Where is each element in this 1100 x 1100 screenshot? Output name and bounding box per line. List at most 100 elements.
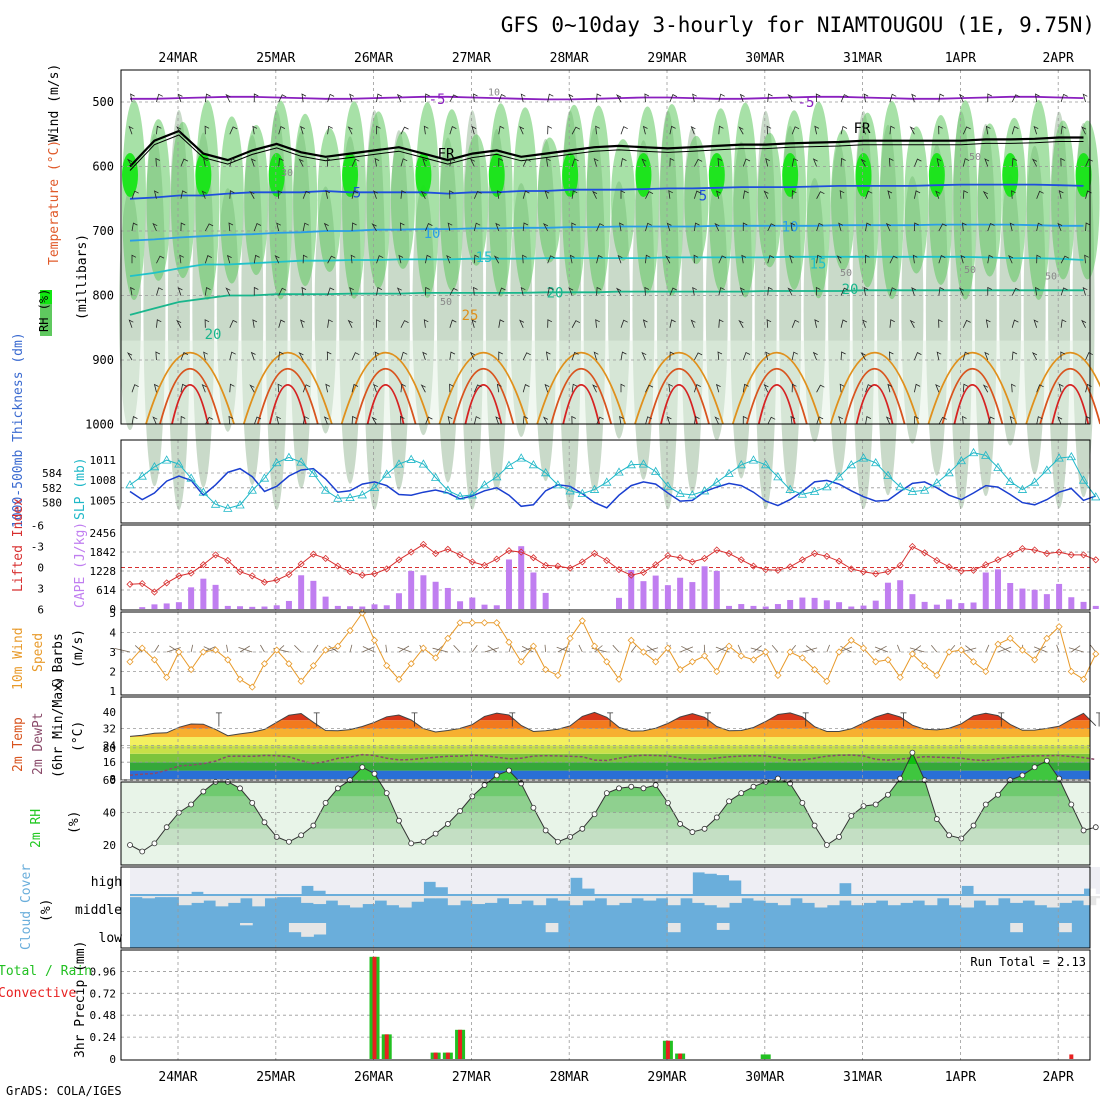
- cloud-mid-gap: [814, 896, 828, 908]
- thickness-tick-label: 582: [42, 482, 62, 495]
- slp-marker: [944, 468, 954, 477]
- wind-barb: [1011, 157, 1018, 167]
- slp-marker: [577, 488, 588, 497]
- rh2m-marker: [860, 803, 867, 810]
- lifted-index-cape-panel: -6 -3 0 3 6 2456 1842 1228 614 0: [31, 520, 1100, 617]
- cape-bar: [909, 594, 916, 609]
- thickness-tick-label: 580: [42, 497, 62, 510]
- upper-air-panel: 500 600 700 800 900 1000 -5 -5 FR FR 5 5 10 10 15 15 20 2…: [37, 69, 1100, 510]
- isotherm-freezing: [129, 129, 1084, 168]
- rh-blob-moist: [146, 119, 171, 281]
- slp-marker: [369, 482, 380, 491]
- run-total-label: Run Total = 2.13: [970, 955, 1086, 969]
- wind-barb: [449, 319, 457, 328]
- temp-band: [130, 745, 1090, 754]
- wind-barb: [569, 254, 575, 264]
- slp-marker: [858, 453, 869, 462]
- wind-barb: [301, 93, 307, 103]
- wind-barb: [645, 191, 654, 199]
- cloud-high-gap: [288, 867, 302, 894]
- warm-isotherm-30: [452, 367, 515, 425]
- cloud-mid-gap: [264, 896, 278, 899]
- rh-blob-moist: [415, 102, 440, 298]
- rh-blob-saturated: [488, 153, 505, 197]
- cloud-mid-gap: [631, 896, 644, 899]
- rh2m-marker: [493, 772, 500, 779]
- rh-blob-moist: [611, 139, 635, 261]
- rh2m-marker: [750, 783, 757, 790]
- cloud-mid-gap: [570, 896, 583, 906]
- rh2m-marker: [872, 801, 879, 808]
- wind-barb: [469, 158, 475, 167]
- wind-speed-marker: [505, 638, 513, 646]
- wind-tick-label: 2: [109, 666, 116, 679]
- chart-title: GFS 0~10day 3-hourly for NIAMTOUGOU (1E,…: [501, 13, 1095, 37]
- wind-barb: [885, 416, 891, 425]
- slp-marker: [235, 500, 245, 509]
- cloud-high-gap: [606, 867, 620, 894]
- wind-barb: [495, 416, 501, 425]
- slp-marker: [1005, 476, 1015, 485]
- wind-barb: [420, 384, 426, 393]
- rh2m-marker: [530, 804, 537, 811]
- wind-barb: [400, 126, 409, 135]
- wind-barb: [156, 93, 163, 103]
- wind-speed-marker: [150, 656, 159, 664]
- wind-barb: [177, 93, 183, 103]
- wind-barb: [347, 319, 353, 328]
- wind-barb: [302, 190, 311, 199]
- pressure-tick-label: 700: [92, 224, 114, 238]
- cloud-left-margin: [121, 867, 130, 948]
- wind-barb: [1085, 352, 1093, 361]
- wind-barb: [351, 352, 360, 361]
- lifted-index-marker: [480, 561, 489, 569]
- cape-bar: [738, 604, 745, 609]
- wind-barb: [742, 158, 751, 167]
- cloud-low-gap: [240, 923, 253, 926]
- wind-speed-marker: [737, 652, 745, 660]
- wind-barb: [962, 383, 969, 393]
- wind-speed-marker: [1055, 623, 1063, 631]
- wind-speed-marker: [126, 658, 134, 666]
- panel-frame: [120, 524, 1091, 611]
- pressure-tick-label: 900: [92, 353, 114, 367]
- wind-barb-10m: [397, 646, 412, 653]
- wind-barb: [763, 384, 769, 393]
- wind-barb: [547, 319, 553, 328]
- wind-barb: [839, 383, 845, 393]
- rh2m-marker: [603, 790, 610, 797]
- slp-marker: [968, 447, 979, 457]
- wind-barb: [767, 93, 773, 103]
- wind-barb: [399, 222, 405, 232]
- wind-barb: [1011, 190, 1016, 199]
- warm-isotherm-35: [1051, 384, 1090, 425]
- wind-barb-10m: [840, 645, 852, 653]
- rh-blob-moist: [390, 131, 415, 269]
- cloud-high-gap: [178, 867, 192, 894]
- ylabel-wind-b: Speed: [31, 633, 46, 672]
- lifted-index-marker: [456, 551, 464, 559]
- slp-marker: [761, 459, 771, 469]
- cloud-mid-gap: [704, 896, 718, 906]
- cape-bar: [982, 572, 989, 609]
- wind-barb-10m: [681, 645, 693, 653]
- lifted-index-marker: [603, 556, 611, 565]
- cloud-mid-gap: [178, 896, 192, 906]
- cape-bar: [1019, 588, 1026, 609]
- wind-barb: [1084, 254, 1089, 264]
- cloud-low-gap: [1059, 923, 1072, 933]
- cape-bar: [921, 601, 928, 609]
- wind-speed-marker: [468, 619, 476, 627]
- wind-barb: [938, 286, 945, 296]
- wind-barb: [935, 383, 941, 393]
- cloud-high-gap: [741, 867, 754, 894]
- lifted-index-marker: [334, 562, 342, 570]
- wind-barb: [225, 93, 231, 103]
- rh2m-marker: [1031, 764, 1038, 771]
- date-label-bottom: 1APR: [945, 1070, 976, 1085]
- wind-speed-marker: [248, 683, 256, 691]
- temp-minmax-bar: [411, 712, 418, 727]
- wind-speed-marker: [847, 636, 855, 644]
- wind-barb: [718, 319, 724, 328]
- lifted-index-marker: [725, 549, 733, 558]
